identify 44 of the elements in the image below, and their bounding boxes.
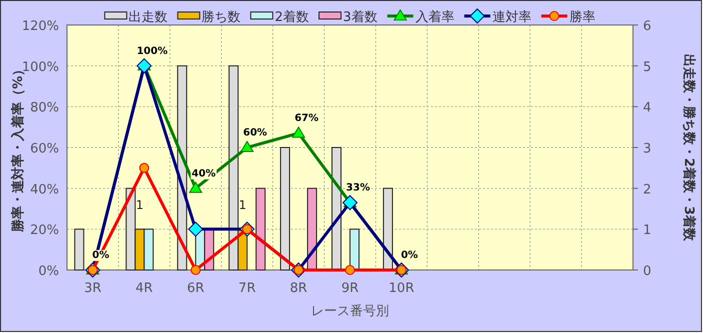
x-axis-title: レース番号別 xyxy=(311,304,389,319)
legend-label: 勝ち数 xyxy=(202,10,241,25)
legend-label: 出走数 xyxy=(128,10,168,25)
y2-tick-label: 3 xyxy=(643,142,652,156)
bar xyxy=(307,188,318,270)
y-tick-label: 120% xyxy=(22,19,59,34)
x-tick-label: 8R xyxy=(290,281,308,296)
legend-label: 勝率 xyxy=(569,9,596,25)
data-label: 1 xyxy=(136,198,144,212)
y-tick-label: 60% xyxy=(30,142,59,156)
y-tick-label: 40% xyxy=(30,182,59,198)
y2-tick-label: 0 xyxy=(643,264,652,279)
y2-tick-label: 2 xyxy=(643,182,652,198)
data-label: 1 xyxy=(238,198,246,212)
legend-label: 入着率 xyxy=(415,9,454,25)
data-label: 67% xyxy=(294,113,319,124)
data-label: 100% xyxy=(136,46,168,57)
bar xyxy=(280,147,290,270)
x-tick-label: 4R xyxy=(136,281,153,296)
y2-axis-title: 出走数・勝ち数・2着数・3着数 xyxy=(681,54,697,242)
x-tick-label: 7R xyxy=(238,281,256,296)
y2-tick-label: 6 xyxy=(643,19,652,34)
legend-label: 3着数 xyxy=(343,9,378,25)
bar xyxy=(382,188,393,270)
x-tick-label: 9R xyxy=(341,281,359,296)
y-tick-label: 80% xyxy=(30,100,59,116)
data-label: 60% xyxy=(243,128,268,138)
bar xyxy=(256,188,266,270)
y2-tick-label: 1 xyxy=(643,223,652,238)
y-tick-label: 20% xyxy=(30,223,59,238)
data-label: 0% xyxy=(92,250,110,261)
x-tick-label: 3R xyxy=(84,281,102,296)
y2-tick-label: 5 xyxy=(643,60,652,75)
bar xyxy=(332,147,342,270)
legend-label: 2着数 xyxy=(274,9,309,25)
bar xyxy=(74,228,84,270)
data-label: 0% xyxy=(400,250,418,261)
x-tick-label: 6R xyxy=(186,281,204,296)
data-label: 33% xyxy=(346,182,370,194)
legend-label: 連対率 xyxy=(492,9,532,25)
data-label: 40% xyxy=(192,168,216,180)
y-tick-label: 0% xyxy=(38,264,59,279)
y2-tick-label: 4 xyxy=(643,100,652,116)
x-tick-label: 10R xyxy=(388,281,414,296)
